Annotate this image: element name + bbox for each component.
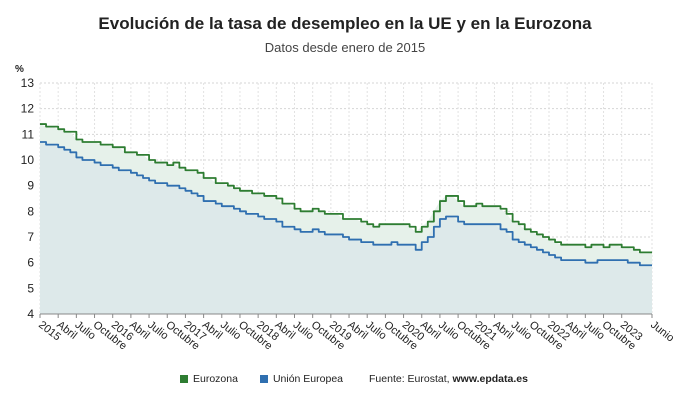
y-tick-label-4: 4 bbox=[27, 307, 34, 321]
y-axis-unit: % bbox=[15, 64, 24, 75]
source-site: www.epdata.es bbox=[452, 373, 528, 385]
y-tick-label-6: 6 bbox=[27, 256, 34, 270]
source-prefix: Fuente: Eurostat, bbox=[369, 373, 453, 385]
legend: Eurozona Unión Europea Fuente: Eurostat,… bbox=[180, 373, 528, 385]
y-tick-label-10: 10 bbox=[21, 153, 35, 167]
y-tick-label-13: 13 bbox=[21, 76, 35, 90]
y-tick-label-5: 5 bbox=[27, 281, 34, 295]
legend-label-eurozona: Eurozona bbox=[193, 373, 238, 385]
y-tick-label-8: 8 bbox=[27, 204, 34, 218]
legend-swatch-eurozona bbox=[180, 375, 188, 383]
y-tick-label-11: 11 bbox=[22, 127, 35, 141]
y-tick-label-12: 12 bbox=[21, 102, 35, 116]
chart-subtitle: Datos desde enero de 2015 bbox=[264, 40, 426, 55]
legend-item-union-europea: Unión Europea bbox=[259, 373, 344, 385]
series-line-eurozona bbox=[40, 123, 652, 254]
chart-title: Evolución de la tasa de desempleo en la … bbox=[98, 14, 592, 33]
legend-item-eurozona: Eurozona bbox=[180, 373, 238, 385]
series-area-1 bbox=[40, 142, 652, 314]
source-note: Fuente: Eurostat, www.epdata.es bbox=[369, 373, 528, 385]
y-tick-label-7: 7 bbox=[27, 230, 34, 244]
x-tick-label-33: Junio bbox=[648, 319, 676, 345]
y-tick-label-9: 9 bbox=[27, 179, 34, 193]
legend-label-union-europea: Unión Europea bbox=[272, 373, 344, 385]
legend-swatch-union-europea bbox=[259, 375, 268, 383]
series-line-union-europea bbox=[40, 141, 652, 267]
